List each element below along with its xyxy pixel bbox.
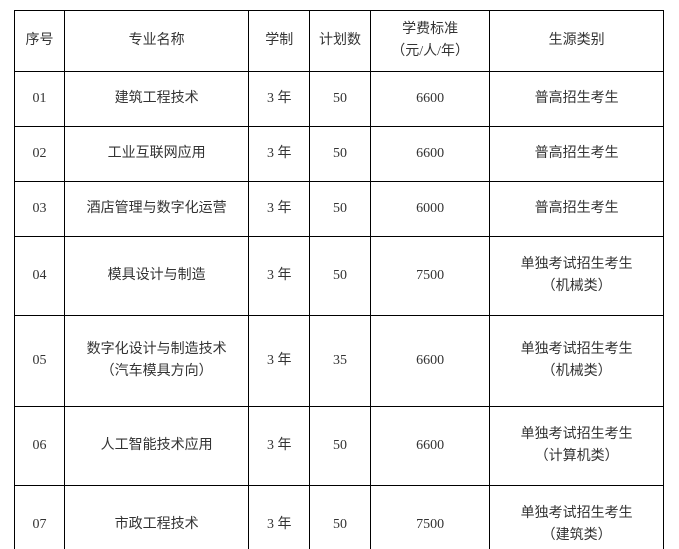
cell-name-line2: （汽车模具方向） — [69, 361, 244, 383]
cell-plan: 50 — [310, 486, 371, 549]
cell-src: 单独考试招生考生 （机械类） — [490, 237, 664, 316]
cell-dur: 3 年 — [249, 237, 310, 316]
cell-fee: 7500 — [370, 486, 489, 549]
page: 序号 专业名称 学制 计划数 学费标准 （元/人/年） 生源类别 01 建筑工程… — [0, 0, 679, 549]
cell-plan: 35 — [310, 316, 371, 407]
col-header-fee: 学费标准 （元/人/年） — [370, 11, 489, 72]
cell-plan: 50 — [310, 127, 371, 182]
col-header-dur: 学制 — [249, 11, 310, 72]
cell-plan: 50 — [310, 407, 371, 486]
table-row: 01 建筑工程技术 3 年 50 6600 普高招生考生 — [15, 72, 664, 127]
cell-plan: 50 — [310, 237, 371, 316]
cell-fee: 6000 — [370, 182, 489, 237]
cell-dur: 3 年 — [249, 407, 310, 486]
cell-dur: 3 年 — [249, 486, 310, 549]
col-header-fee-line2: （元/人/年） — [375, 41, 485, 63]
cell-src: 普高招生考生 — [490, 127, 664, 182]
cell-name: 酒店管理与数字化运营 — [64, 182, 248, 237]
cell-dur: 3 年 — [249, 72, 310, 127]
cell-fee: 6600 — [370, 316, 489, 407]
table-row: 05 数字化设计与制造技术 （汽车模具方向） 3 年 35 6600 单独考试招… — [15, 316, 664, 407]
cell-name: 工业互联网应用 — [64, 127, 248, 182]
table-row: 02 工业互联网应用 3 年 50 6600 普高招生考生 — [15, 127, 664, 182]
cell-fee: 6600 — [370, 127, 489, 182]
cell-fee: 6600 — [370, 72, 489, 127]
cell-name-line1: 数字化设计与制造技术 — [69, 339, 244, 361]
cell-idx: 01 — [15, 72, 65, 127]
cell-src-line1: 单独考试招生考生 — [494, 503, 659, 525]
cell-name: 数字化设计与制造技术 （汽车模具方向） — [64, 316, 248, 407]
table-row: 07 市政工程技术 3 年 50 7500 单独考试招生考生 （建筑类） — [15, 486, 664, 549]
cell-src-line1: 单独考试招生考生 — [494, 254, 659, 276]
cell-dur: 3 年 — [249, 316, 310, 407]
cell-idx: 06 — [15, 407, 65, 486]
cell-src-line1: 单独考试招生考生 — [494, 339, 659, 361]
col-header-fee-line1: 学费标准 — [375, 19, 485, 41]
table-header-row: 序号 专业名称 学制 计划数 学费标准 （元/人/年） 生源类别 — [15, 11, 664, 72]
cell-plan: 50 — [310, 72, 371, 127]
cell-src: 单独考试招生考生 （机械类） — [490, 316, 664, 407]
table-row: 03 酒店管理与数字化运营 3 年 50 6000 普高招生考生 — [15, 182, 664, 237]
majors-table: 序号 专业名称 学制 计划数 学费标准 （元/人/年） 生源类别 01 建筑工程… — [14, 10, 664, 549]
table-row: 06 人工智能技术应用 3 年 50 6600 单独考试招生考生 （计算机类） — [15, 407, 664, 486]
cell-src-line2: （计算机类） — [494, 446, 659, 468]
cell-plan: 50 — [310, 182, 371, 237]
cell-idx: 04 — [15, 237, 65, 316]
col-header-src: 生源类别 — [490, 11, 664, 72]
cell-src: 普高招生考生 — [490, 72, 664, 127]
cell-name: 建筑工程技术 — [64, 72, 248, 127]
cell-idx: 07 — [15, 486, 65, 549]
cell-name: 人工智能技术应用 — [64, 407, 248, 486]
cell-src: 普高招生考生 — [490, 182, 664, 237]
col-header-plan: 计划数 — [310, 11, 371, 72]
cell-src: 单独考试招生考生 （计算机类） — [490, 407, 664, 486]
cell-dur: 3 年 — [249, 127, 310, 182]
cell-fee: 7500 — [370, 237, 489, 316]
cell-src-line2: （建筑类） — [494, 525, 659, 547]
col-header-name: 专业名称 — [64, 11, 248, 72]
table-row: 04 模具设计与制造 3 年 50 7500 单独考试招生考生 （机械类） — [15, 237, 664, 316]
col-header-idx: 序号 — [15, 11, 65, 72]
cell-src-line2: （机械类） — [494, 276, 659, 298]
cell-idx: 05 — [15, 316, 65, 407]
cell-src: 单独考试招生考生 （建筑类） — [490, 486, 664, 549]
cell-src-line1: 单独考试招生考生 — [494, 424, 659, 446]
cell-name: 模具设计与制造 — [64, 237, 248, 316]
cell-name: 市政工程技术 — [64, 486, 248, 549]
cell-idx: 03 — [15, 182, 65, 237]
cell-idx: 02 — [15, 127, 65, 182]
cell-src-line2: （机械类） — [494, 361, 659, 383]
cell-dur: 3 年 — [249, 182, 310, 237]
cell-fee: 6600 — [370, 407, 489, 486]
